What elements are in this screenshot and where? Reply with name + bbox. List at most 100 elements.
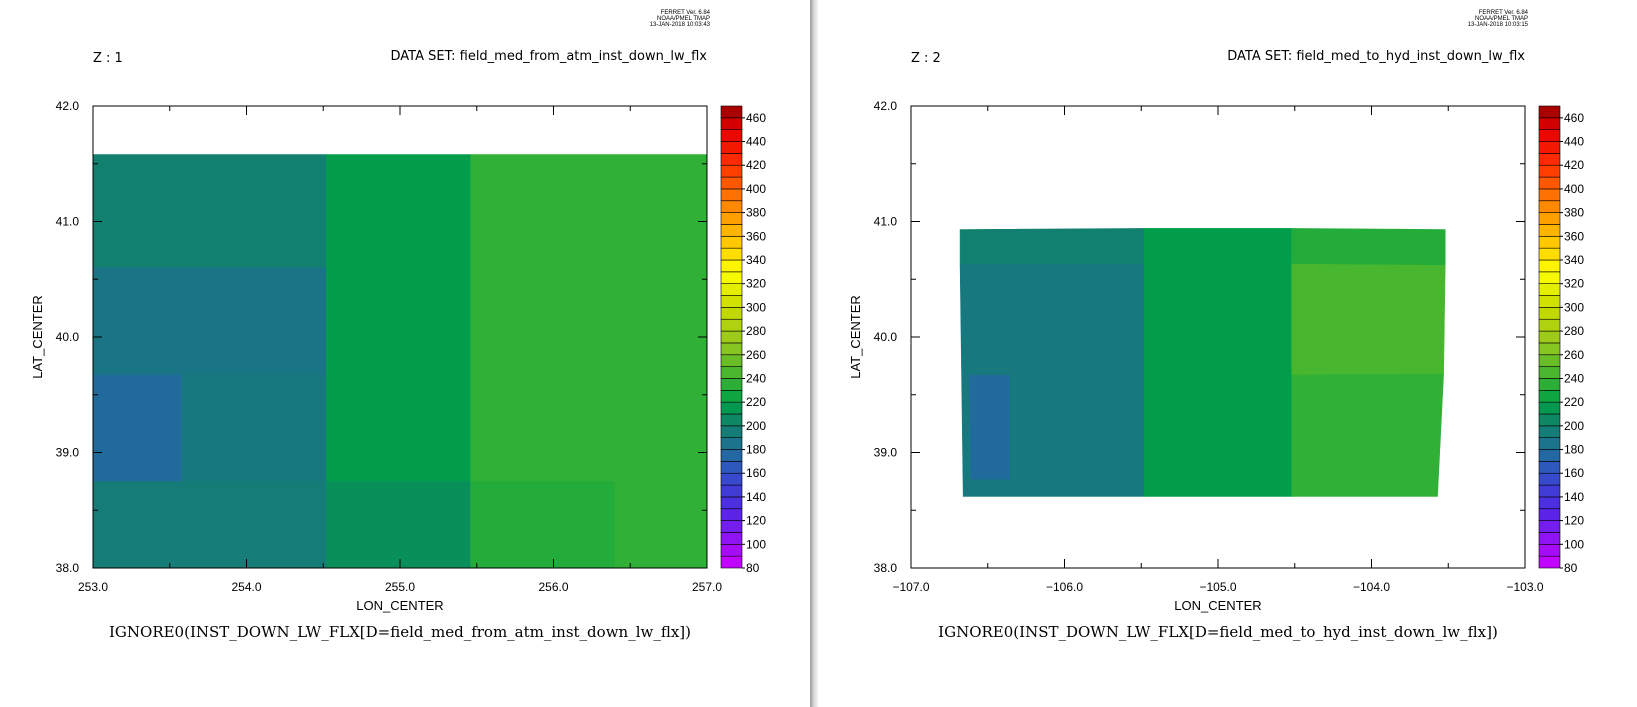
colorbar-label: 80 — [1564, 561, 1578, 575]
colorbar-bin — [720, 437, 743, 450]
colorbar-bin — [1538, 461, 1561, 474]
y-axis-title: LAT_CENTER — [30, 295, 45, 379]
x-tick-label: 256.0 — [538, 580, 568, 594]
y-axis-title: LAT_CENTER — [848, 295, 863, 379]
colorbar-label: 140 — [1564, 490, 1584, 504]
colorbar-bin — [720, 295, 743, 308]
colorbar-bin — [720, 544, 743, 557]
ferret-stamp-line: FERRET Ver. 6.84 — [661, 10, 711, 16]
z-level-label: Z : 1 — [93, 51, 123, 66]
colorbar-label: 260 — [746, 348, 766, 362]
y-tick-label: 38.0 — [56, 561, 80, 575]
colorbar-bin — [1538, 295, 1561, 308]
plot-caption: IGNORE0(INST_DOWN_LW_FLX[D=field_med_fro… — [109, 623, 691, 641]
colorbar-bin — [1538, 532, 1561, 545]
x-tick-label: −106.0 — [1046, 580, 1083, 594]
colorbar-bin — [720, 307, 743, 320]
heatmap-cell — [1143, 228, 1293, 497]
colorbar-label: 80 — [746, 561, 760, 575]
y-tick-label: 39.0 — [874, 446, 898, 460]
colorbar-label: 440 — [1564, 135, 1584, 149]
colorbar-label: 200 — [746, 419, 766, 433]
colorbar-bin — [720, 200, 743, 213]
colorbar-bin — [1538, 472, 1561, 486]
colorbar-bin — [720, 141, 743, 154]
colorbar-bin — [1538, 188, 1561, 202]
heatmap-cell — [92, 154, 327, 269]
heatmap-cell — [1291, 373, 1444, 497]
colorbar-label: 420 — [1564, 158, 1584, 172]
colorbar-label: 200 — [1564, 419, 1584, 433]
colorbar-label: 140 — [746, 490, 766, 504]
colorbar-bin — [720, 472, 743, 486]
colorbar-bin — [720, 425, 743, 438]
colorbar-label: 460 — [746, 111, 766, 125]
colorbar-bin — [720, 366, 743, 379]
colorbar-bin — [1538, 496, 1561, 510]
colorbar-bin — [1538, 141, 1561, 154]
colorbar-label: 280 — [746, 324, 766, 338]
heatmap-cell — [1291, 228, 1446, 266]
heatmap-cell — [470, 154, 708, 482]
x-tick-label: 257.0 — [692, 580, 722, 594]
colorbar-bin — [1538, 520, 1561, 533]
colorbar-label: 100 — [1564, 537, 1584, 551]
z-level-label: Z : 2 — [911, 51, 941, 66]
colorbar-label: 360 — [746, 229, 766, 243]
colorbar-bin — [720, 449, 743, 462]
colorbar-bin — [1538, 224, 1561, 237]
y-tick-label: 41.0 — [874, 215, 898, 229]
colorbar-bin — [720, 212, 743, 225]
heatmap-cell — [1291, 263, 1446, 376]
colorbar-label: 400 — [746, 182, 766, 196]
x-axis: −107.0 −106.0 −105.0 −104.0 −103.0 LON_CENTER — [892, 106, 1544, 613]
y-tick-label: 40.0 — [874, 330, 898, 344]
colorbar-bin — [720, 117, 743, 130]
colorbar-label: 300 — [1564, 300, 1584, 314]
ferret-stamp-line: 13-JAN-2018 10:03:43 — [650, 22, 711, 28]
colorbar-label: 160 — [1564, 466, 1584, 480]
colorbar-bin — [1538, 164, 1561, 178]
heatmap-cell — [92, 481, 327, 569]
heatmap-cell — [325, 154, 471, 482]
x-tick-label: −103.0 — [1506, 580, 1543, 594]
colorbar-bin — [720, 390, 743, 403]
colorbar-bin — [720, 330, 743, 344]
heatmap-cell — [959, 228, 1145, 265]
x-tick-label: −107.0 — [892, 580, 929, 594]
colorbar-label: 420 — [746, 158, 766, 172]
colorbar: 80 100 120 140 160 180 200 220 240 260 280 300 320 34… — [720, 105, 766, 575]
y-axis: 38.0 39.0 40.0 41.0 42.0 LAT_CENTER — [848, 99, 1525, 575]
colorbar-bin — [1538, 508, 1561, 521]
x-tick-label: −104.0 — [1353, 580, 1390, 594]
colorbar-bin — [1538, 176, 1561, 190]
colorbar-label: 240 — [1564, 371, 1584, 385]
colorbar-bin — [720, 496, 743, 510]
colorbar-bin — [720, 283, 743, 296]
colorbar-bin — [720, 520, 743, 533]
colorbar-bin — [720, 188, 743, 202]
x-tick-label: 254.0 — [231, 580, 261, 594]
colorbar-bin — [720, 236, 743, 249]
colorbar-bin — [1538, 390, 1561, 403]
colorbar-label: 180 — [1564, 443, 1584, 457]
colorbar-bin — [1538, 484, 1561, 498]
colorbar-bin — [1538, 271, 1561, 284]
colorbar-bin — [720, 484, 743, 498]
colorbar-bin — [720, 555, 743, 569]
colorbar-bin — [720, 378, 743, 391]
colorbar-label: 280 — [1564, 324, 1584, 338]
colorbar-bin — [1538, 318, 1561, 332]
colorbar-bin — [1538, 413, 1561, 427]
colorbar-label: 180 — [746, 443, 766, 457]
colorbar-bin — [1538, 259, 1561, 273]
colorbar-label: 340 — [746, 253, 766, 267]
dataset-label: DATA SET: field_med_from_atm_inst_down_l… — [391, 49, 708, 64]
colorbar-bin — [1538, 236, 1561, 249]
colorbar-bin — [1538, 555, 1561, 569]
colorbar-bin — [720, 461, 743, 474]
y-tick-label: 42.0 — [56, 99, 80, 113]
colorbar-label: 220 — [746, 395, 766, 409]
colorbar-label: 120 — [1564, 514, 1584, 528]
